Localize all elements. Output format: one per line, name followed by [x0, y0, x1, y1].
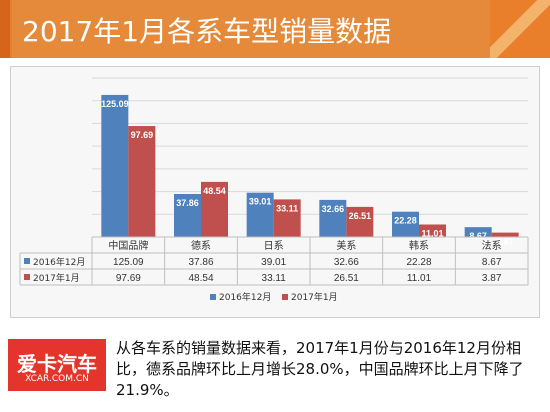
data-label: 11.01 [421, 228, 443, 238]
bar [273, 199, 301, 237]
bar [419, 224, 446, 237]
table-cell: 22.28 [406, 257, 431, 268]
legend-label: 2017年1月 [291, 291, 338, 303]
category-label: 中国品牌 [108, 239, 148, 252]
header-bar: 2017年1月各系车型销量数据 [0, 0, 550, 58]
bar [346, 206, 374, 237]
data-label: 8.67 [469, 231, 487, 241]
legend-key [282, 294, 288, 300]
bar [201, 181, 228, 237]
data-label: 22.28 [394, 216, 417, 226]
category-label: 法系 [482, 239, 502, 252]
table-cell: 32.66 [334, 257, 359, 268]
logo-text: 爱卡汽车 [17, 352, 97, 376]
table-legend-key [24, 258, 30, 264]
table-cell: 8.67 [482, 257, 502, 268]
data-label: 26.51 [349, 211, 372, 221]
series-row-label: 2016年12月 [33, 256, 85, 268]
legend-key [210, 294, 216, 300]
category-label: 美系 [336, 239, 356, 252]
data-label: 3.87 [496, 237, 514, 247]
bar [246, 192, 274, 237]
bar [128, 126, 156, 237]
table-cell: 26.51 [334, 273, 359, 284]
table-cell: 39.01 [261, 257, 286, 268]
data-label: 48.54 [203, 186, 226, 196]
bar [319, 199, 347, 237]
table-cell: 33.11 [262, 273, 287, 284]
data-label: 39.01 [249, 197, 272, 207]
bar [101, 94, 129, 237]
xcar-logo [8, 339, 106, 391]
data-label: 32.66 [322, 204, 345, 214]
table-cell: 3.87 [482, 273, 502, 284]
table-legend-key [24, 274, 30, 280]
category-label: 日系 [264, 240, 284, 252]
header-band [12, 0, 512, 58]
bar [464, 227, 492, 237]
header-stripe-decoration [490, 0, 550, 58]
data-label: 37.86 [176, 198, 199, 208]
header-accent [0, 0, 10, 58]
category-label: 韩系 [409, 239, 429, 252]
table-cell: 97.69 [116, 273, 141, 284]
logo-subtext: XCAR.COM.CN [25, 374, 89, 384]
page-title: 2017年1月各系车型销量数据 [22, 15, 392, 48]
bar [174, 194, 201, 237]
table-cell: 125.09 [113, 257, 144, 268]
series-row-label: 2017年1月 [33, 272, 80, 284]
data-label: 97.69 [131, 130, 154, 140]
category-label: 德系 [191, 239, 211, 252]
table-cell: 48.54 [188, 273, 213, 284]
table-cell: 11.01 [407, 273, 432, 284]
data-label: 125.09 [101, 99, 129, 109]
data-label: 33.11 [276, 203, 298, 213]
caption-text: 从各车系的销量数据来看，2017年1月份与2016年12月份相比，德系品牌环比上… [116, 339, 524, 399]
table-cell: 37.86 [188, 257, 213, 268]
bar [392, 211, 419, 237]
bar [491, 232, 519, 237]
legend-label: 2016年12月 [219, 291, 271, 303]
